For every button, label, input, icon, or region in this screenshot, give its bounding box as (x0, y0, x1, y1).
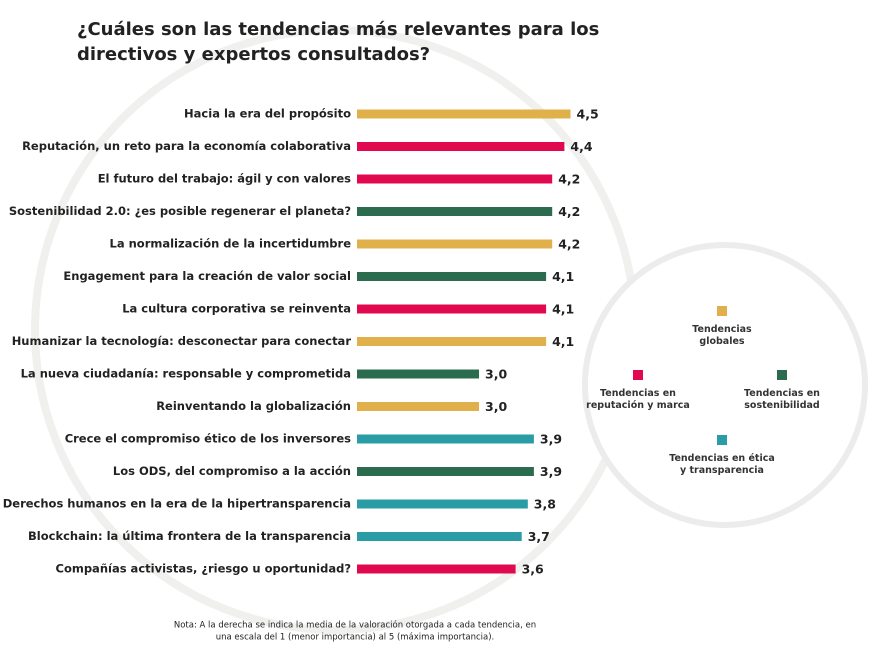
note: una escala del 1 (menor importancia) al … (216, 633, 495, 643)
value-label: 3,0 (485, 399, 507, 414)
value-label: 4,2 (558, 172, 580, 187)
category-label: La nueva ciudadanía: responsable y compr… (21, 367, 351, 381)
bar (357, 337, 547, 346)
category-label: Humanizar la tecnología: desconectar par… (12, 334, 352, 348)
category-label: Crece el compromiso ético de los inverso… (65, 432, 351, 446)
legend-item: Tendencias globales (682, 306, 762, 348)
bar (357, 532, 522, 541)
value-label: 3,9 (540, 432, 562, 447)
legend-label: Tendencias globales (692, 324, 752, 347)
legend-swatch (717, 435, 727, 445)
bar (357, 402, 479, 411)
legend-label: Tendencias en sostenibilidad (744, 388, 820, 411)
value-label: 4,2 (558, 237, 580, 252)
value-label: 4,1 (552, 269, 574, 284)
bar (357, 369, 479, 379)
value-label: 4,2 (558, 204, 580, 219)
category-label: El futuro del trabajo: ágil y con valore… (98, 172, 351, 186)
category-label: Blockchain: la última frontera de la tra… (28, 529, 351, 543)
chart-title: directivos y expertos consultados? (77, 44, 430, 65)
legend-swatch (717, 306, 727, 316)
legend-label: Tendencias en ética y transparencia (669, 453, 775, 476)
bar (357, 434, 534, 444)
bar (357, 174, 553, 184)
legend-label: Tendencias en reputación y marca (586, 388, 690, 411)
bar (357, 499, 528, 509)
bar (357, 207, 553, 216)
legend-item: Tendencias en ética y transparencia (667, 435, 777, 477)
bar (357, 109, 571, 119)
value-label: 3,0 (485, 367, 507, 382)
bar (357, 564, 516, 574)
bar (357, 239, 553, 249)
value-label: 3,8 (534, 497, 556, 512)
chart-title: ¿Cuáles son las tendencias más relevante… (77, 19, 599, 40)
category-label: Engagement para la creación de valor soc… (63, 269, 351, 283)
category-label: Sostenibilidad 2.0: ¿es posible regenera… (9, 204, 351, 218)
value-label: 3,9 (540, 464, 562, 479)
legend-swatch (633, 370, 643, 380)
value-label: 3,6 (522, 562, 544, 577)
bar (357, 304, 547, 314)
legend-circle (582, 242, 868, 528)
category-label: La normalización de la incertidumbre (110, 237, 352, 251)
bar (357, 272, 547, 281)
value-label: 3,7 (528, 529, 550, 544)
value-label: 4,5 (577, 107, 599, 122)
category-label: Los ODS, del compromiso a la acción (113, 464, 351, 478)
bar (357, 142, 565, 151)
category-label: Derechos humanos en la era de la hipertr… (3, 497, 351, 511)
category-label: Hacia la era del propósito (184, 107, 351, 121)
category-label: Reputación, un reto para la economía col… (22, 139, 351, 153)
value-label: 4,4 (570, 139, 592, 154)
note: Nota: A la derecha se indica la media de… (174, 620, 536, 631)
value-label: 4,1 (552, 334, 574, 349)
category-label: La cultura corporativa se reinventa (122, 302, 351, 316)
value-label: 4,1 (552, 302, 574, 317)
bar (357, 467, 534, 476)
category-label: Reinventando la globalización (156, 399, 351, 413)
legend-swatch (777, 370, 787, 380)
category-label: Compañías activistas, ¿riesgo u oportuni… (56, 562, 352, 576)
legend-item: Tendencias en reputación y marca (583, 370, 693, 412)
legend-item: Tendencias en sostenibilidad (742, 370, 822, 412)
